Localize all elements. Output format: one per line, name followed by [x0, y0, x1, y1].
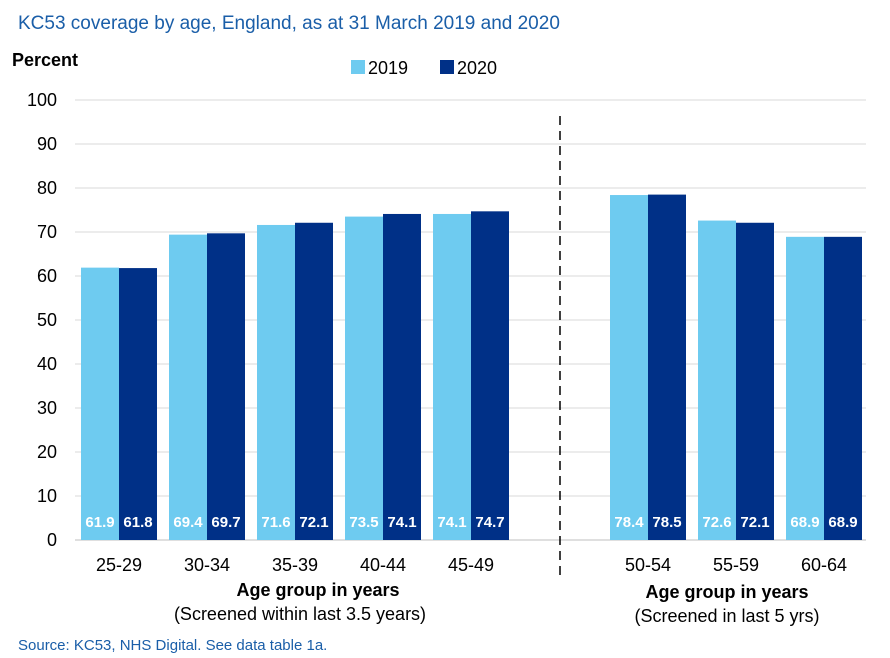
bars — [81, 194, 862, 541]
x-axis-ticks: 25-29 30-34 35-39 40-44 45-49 50-54 55-59 60-64 — [96, 555, 847, 575]
x-tick-label: 35-39 — [272, 555, 318, 575]
y-tick-label: 0 — [47, 530, 57, 550]
y-tick-label: 10 — [37, 486, 57, 506]
bar-2019-60-64 — [786, 236, 824, 540]
y-tick-label: 40 — [37, 354, 57, 374]
bar-2019-50-54 — [610, 195, 648, 541]
legend: 2019 2020 — [351, 58, 497, 78]
data-label-2019-60-64: 68.9 — [790, 514, 819, 531]
data-label-2019-55-59: 72.6 — [702, 514, 731, 531]
x-tick-label: 25-29 — [96, 555, 142, 575]
data-label-2019-35-39: 71.6 — [261, 514, 290, 531]
data-label-2020-50-54: 78.5 — [652, 514, 681, 531]
source-note: Source: KC53, NHS Digital. See data tabl… — [18, 637, 327, 654]
y-axis-ticks: 0 10 20 30 40 50 60 70 80 90 100 — [27, 90, 57, 550]
bar-2020-45-49 — [471, 211, 509, 540]
y-tick-label: 50 — [37, 310, 57, 330]
bar-2019-40-44 — [345, 216, 383, 540]
legend-swatch-2020 — [440, 60, 454, 74]
data-label-2020-45-49: 74.7 — [475, 514, 504, 531]
chart-title: KC53 coverage by age, England, as at 31 … — [18, 13, 560, 34]
data-label-2019-40-44: 73.5 — [349, 514, 378, 531]
y-axis-label: Percent — [12, 50, 78, 70]
legend-label-2019: 2019 — [368, 58, 408, 78]
data-label-2019-30-34: 69.4 — [173, 514, 203, 531]
y-tick-label: 70 — [37, 222, 57, 242]
legend-swatch-2019 — [351, 60, 365, 74]
data-label-2019-25-29: 61.9 — [85, 514, 114, 531]
x-tick-label: 50-54 — [625, 555, 671, 575]
y-tick-label: 20 — [37, 442, 57, 462]
legend-label-2020: 2020 — [457, 58, 497, 78]
bar-2020-40-44 — [383, 213, 421, 540]
bar-2020-35-39 — [295, 222, 333, 540]
data-label-2020-60-64: 68.9 — [828, 514, 857, 531]
bar-2019-30-34 — [169, 234, 207, 540]
y-tick-label: 100 — [27, 90, 57, 110]
data-labels: 61.9 61.8 69.4 69.7 71.6 72.1 73.5 74.1 74.1 74.7… — [85, 514, 857, 531]
x-tick-label: 40-44 — [360, 555, 406, 575]
bar-2019-35-39 — [257, 224, 295, 540]
x-tick-label: 30-34 — [184, 555, 230, 575]
x-tick-label: 45-49 — [448, 555, 494, 575]
x-tick-label: 55-59 — [713, 555, 759, 575]
data-label-2019-50-54: 78.4 — [614, 514, 644, 531]
x-axis-subtitle-group-2: (Screened in last 5 yrs) — [634, 606, 819, 626]
data-label-2020-35-39: 72.1 — [299, 514, 328, 531]
bar-2020-50-54 — [648, 194, 686, 540]
y-tick-label: 80 — [37, 178, 57, 198]
bar-2019-25-29 — [81, 267, 119, 540]
bar-2020-30-34 — [207, 233, 245, 540]
bar-2020-55-59 — [736, 222, 774, 540]
data-label-2020-55-59: 72.1 — [740, 514, 769, 531]
data-label-2020-40-44: 74.1 — [387, 514, 416, 531]
data-label-2020-25-29: 61.8 — [123, 514, 152, 531]
y-tick-label: 90 — [37, 134, 57, 154]
y-tick-label: 60 — [37, 266, 57, 286]
bar-2020-60-64 — [824, 236, 862, 540]
bar-2019-45-49 — [433, 213, 471, 540]
x-tick-label: 60-64 — [801, 555, 847, 575]
data-label-2019-45-49: 74.1 — [437, 514, 466, 531]
data-label-2020-30-34: 69.7 — [211, 514, 240, 531]
bar-2019-55-59 — [698, 220, 736, 540]
x-axis-subtitle-group-1: (Screened within last 3.5 years) — [174, 604, 426, 624]
x-axis-title-group-2: Age group in years — [645, 582, 808, 602]
x-axis-title-group-1: Age group in years — [236, 580, 399, 600]
y-tick-label: 30 — [37, 398, 57, 418]
bar-2020-25-29 — [119, 268, 157, 540]
